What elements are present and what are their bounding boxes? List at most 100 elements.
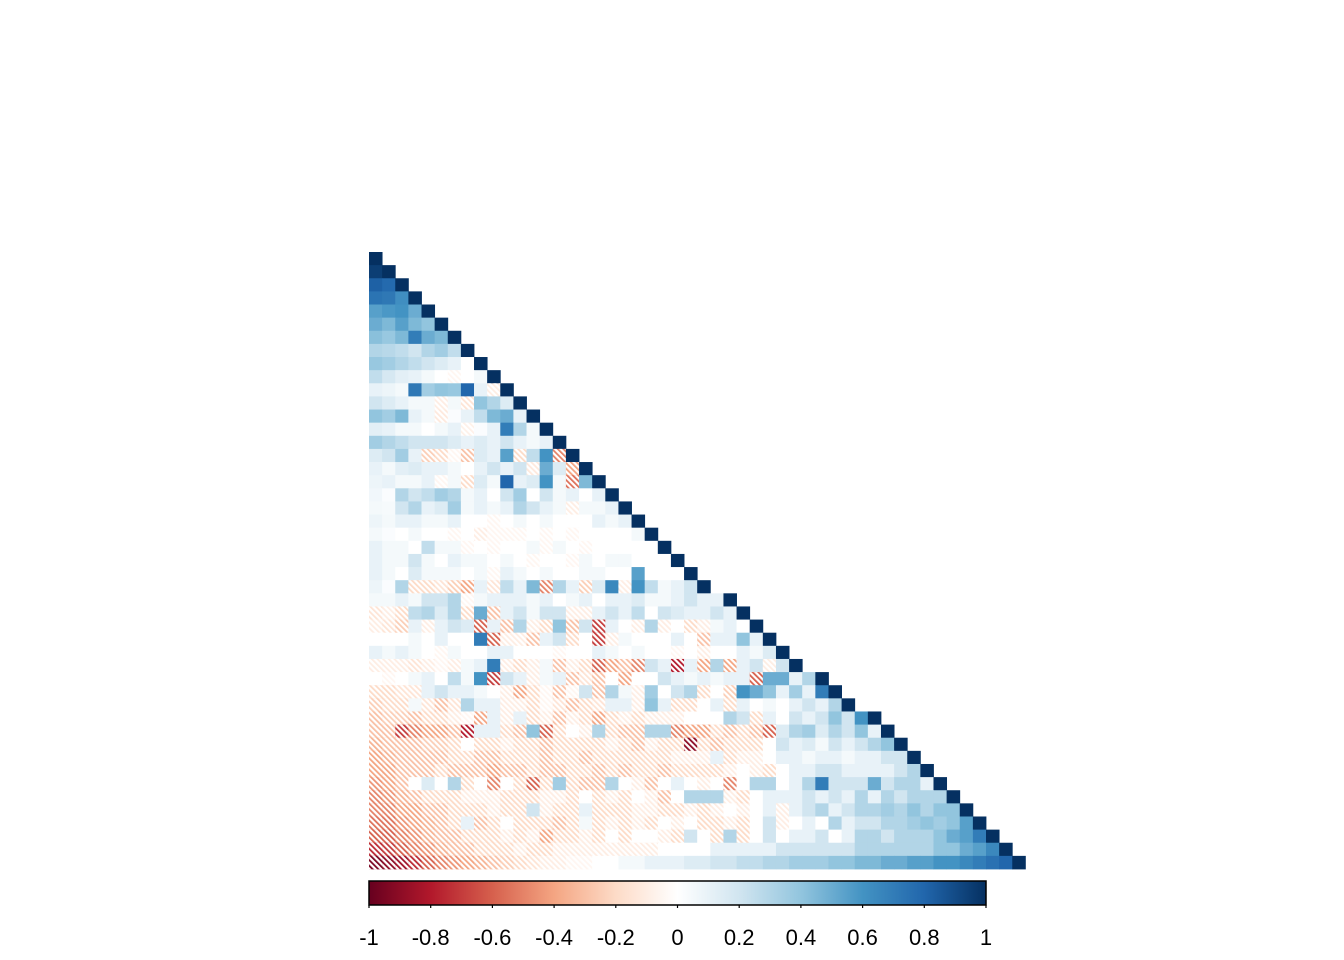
negative-hatch-overlay [382, 855, 396, 870]
heatmap-cell [723, 645, 737, 660]
negative-hatch-overlay [526, 619, 541, 634]
negative-hatch-overlay [500, 829, 514, 844]
heatmap-cell [395, 370, 409, 384]
heatmap-cell [828, 737, 842, 752]
heatmap-cell [644, 540, 659, 555]
heatmap-cell [382, 396, 396, 410]
heatmap-cell [408, 304, 422, 319]
heatmap-cell [841, 724, 856, 739]
negative-hatch-overlay [565, 475, 580, 489]
heatmap-cell [880, 763, 895, 778]
heatmap-cell [657, 672, 672, 686]
heatmap-cell [579, 462, 593, 476]
heatmap-cell [749, 829, 764, 844]
negative-hatch-overlay [369, 658, 383, 673]
negative-hatch-overlay [513, 527, 527, 542]
heatmap-cell [382, 553, 396, 568]
heatmap-cell [684, 645, 698, 660]
heatmap-cell [933, 829, 948, 844]
heatmap-cell [579, 501, 593, 515]
heatmap-cell [999, 855, 1013, 870]
heatmap-cell [500, 672, 514, 686]
heatmap-cell [789, 777, 803, 791]
negative-hatch-overlay [749, 724, 764, 739]
heatmap-cell [552, 553, 567, 568]
heatmap-cell [657, 645, 672, 660]
negative-hatch-overlay [657, 829, 672, 844]
negative-hatch-overlay [421, 803, 436, 817]
heatmap-cell [618, 501, 632, 515]
heatmap-cell [474, 632, 488, 647]
heatmap-cell [579, 790, 593, 804]
heatmap-cell [1012, 855, 1026, 870]
heatmap-cell [854, 724, 869, 739]
heatmap-cell [854, 816, 869, 831]
heatmap-cell [421, 383, 436, 397]
negative-hatch-overlay [474, 527, 488, 542]
negative-hatch-overlay [526, 777, 541, 791]
heatmap-cell [775, 645, 790, 660]
heatmap-cell [408, 383, 422, 397]
heatmap-cell [670, 672, 685, 686]
negative-hatch-overlay [631, 750, 646, 765]
negative-hatch-overlay [434, 724, 449, 739]
heatmap-cell [513, 514, 527, 529]
negative-hatch-overlay [579, 855, 593, 870]
heatmap-cell [579, 619, 593, 634]
negative-hatch-overlay [605, 658, 619, 673]
negative-hatch-overlay [447, 448, 462, 463]
heatmap-cell [841, 750, 856, 765]
heatmap-cell [697, 593, 711, 607]
heatmap-cell [631, 606, 646, 620]
negative-hatch-overlay [487, 829, 501, 844]
negative-hatch-overlay [644, 816, 659, 831]
negative-hatch-overlay [526, 711, 541, 725]
negative-hatch-overlay [723, 685, 737, 699]
heatmap-cell [434, 606, 449, 620]
negative-hatch-overlay [434, 803, 449, 817]
heatmap-cell [946, 803, 961, 817]
negative-hatch-overlay [565, 750, 580, 765]
negative-hatch-overlay [447, 370, 462, 384]
negative-hatch-overlay [408, 842, 422, 857]
heatmap-cell [552, 606, 567, 620]
heatmap-cell [500, 540, 514, 555]
heatmap-cell [447, 632, 462, 647]
heatmap-cell [552, 488, 567, 502]
heatmap-cell [552, 632, 567, 647]
heatmap-cell [986, 842, 1000, 857]
heatmap-cell [408, 672, 422, 686]
negative-hatch-overlay [526, 553, 541, 568]
negative-hatch-overlay [369, 606, 383, 620]
negative-hatch-overlay [513, 777, 527, 791]
negative-hatch-overlay [408, 855, 422, 870]
heatmap-cell [382, 383, 396, 397]
heatmap-cell [500, 409, 514, 424]
heatmap-cell [395, 357, 409, 371]
heatmap-cell [539, 593, 554, 607]
heatmap-cell [382, 317, 396, 332]
heatmap-cell [421, 553, 436, 568]
negative-hatch-overlay [684, 803, 698, 817]
heatmap-cell [447, 383, 462, 397]
heatmap-cell [657, 632, 672, 647]
heatmap-cell [736, 672, 751, 686]
heatmap-cell [684, 567, 698, 581]
negative-hatch-overlay [408, 737, 422, 752]
negative-hatch-overlay [382, 606, 396, 620]
heatmap-cell [408, 777, 422, 791]
negative-hatch-overlay [382, 750, 396, 765]
negative-hatch-overlay [434, 842, 449, 857]
negative-hatch-overlay [447, 750, 462, 765]
heatmap-cell [513, 553, 527, 568]
heatmap-cell [670, 619, 685, 634]
negative-hatch-overlay [657, 711, 672, 725]
heatmap-cell [526, 645, 541, 660]
heatmap-cell [605, 619, 619, 634]
heatmap-cell [684, 777, 698, 791]
negative-hatch-overlay [605, 750, 619, 765]
heatmap-cell [460, 514, 475, 529]
negative-hatch-overlay [592, 632, 606, 647]
negative-hatch-overlay [710, 829, 724, 844]
heatmap-cell [828, 750, 842, 765]
